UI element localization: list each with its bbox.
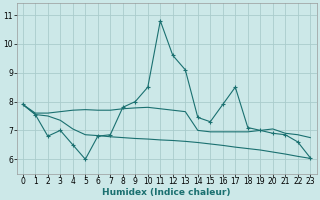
X-axis label: Humidex (Indice chaleur): Humidex (Indice chaleur) xyxy=(102,188,231,197)
